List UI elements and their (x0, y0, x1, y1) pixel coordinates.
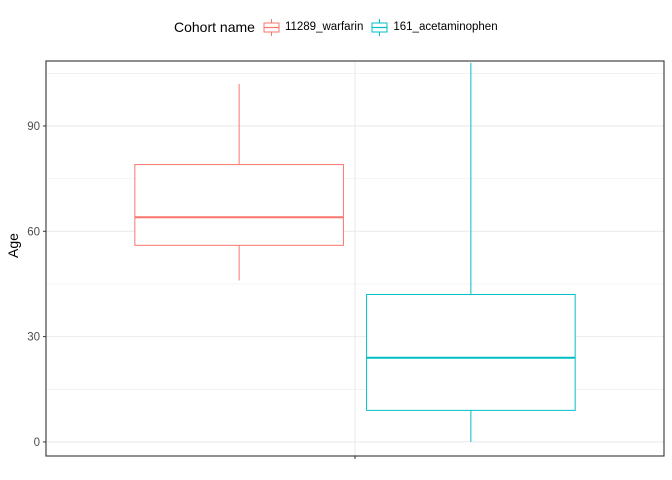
legend-label-warfarin: 11289_warfarin (284, 21, 364, 33)
legend-key-warfarin (263, 18, 280, 36)
y-tick-label: 90 (27, 121, 40, 133)
box-161_acetaminophen (366, 62, 576, 442)
legend-label-acetaminophen: 161_acetaminophen (393, 21, 498, 33)
box-layer (134, 62, 576, 442)
y-tick-label: 0 (34, 437, 40, 449)
y-tick-label: 60 (27, 226, 40, 238)
axis-layer: 0 30 60 90 (27, 60, 665, 459)
legend-key-acetaminophen (371, 18, 388, 36)
legend-item-warfarin: 11289_warfarin (263, 18, 364, 36)
legend-title: Cohort name (174, 19, 255, 35)
y-tick-label: 30 (27, 332, 40, 344)
box-11289_warfarin (134, 83, 344, 281)
box-body (134, 164, 344, 246)
legend-item-acetaminophen: 161_acetaminophen (371, 18, 498, 36)
box-body (366, 293, 576, 411)
legend: Cohort name 11289_warfarin 161_acetamino… (174, 17, 506, 37)
